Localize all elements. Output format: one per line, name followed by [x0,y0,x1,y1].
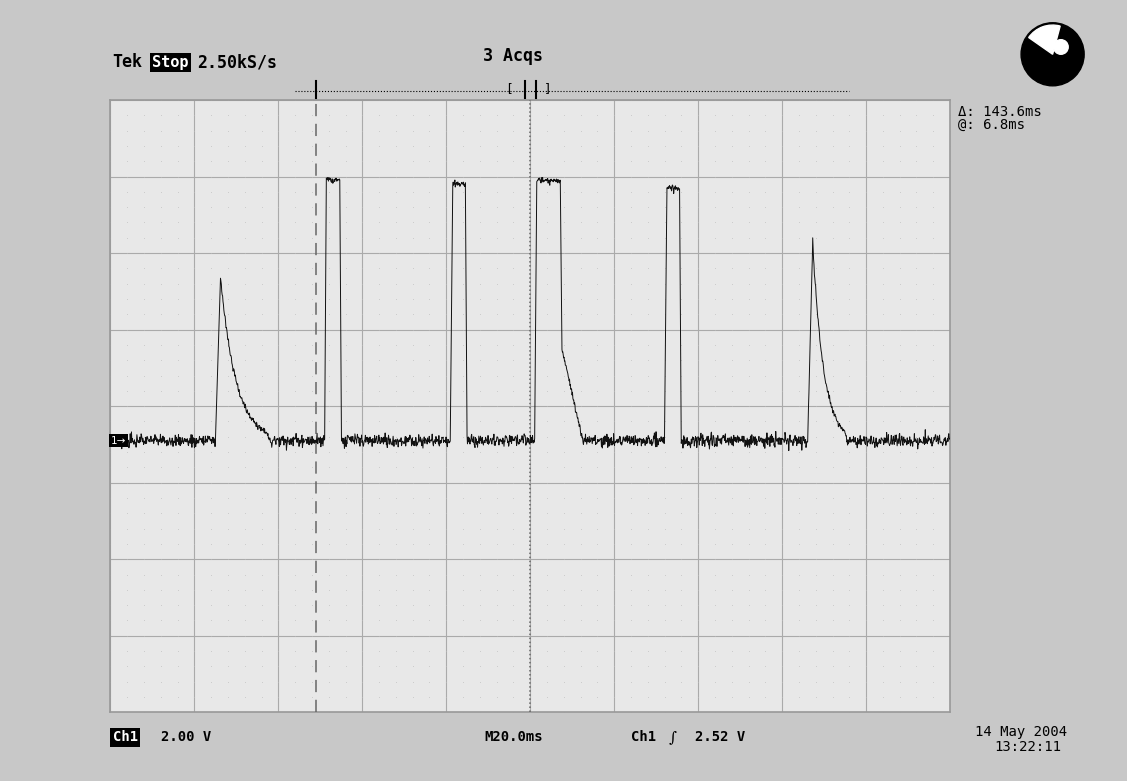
Text: 3 Acqs: 3 Acqs [482,47,543,66]
Text: M20.0ms: M20.0ms [485,730,543,744]
Text: 14 May 2004: 14 May 2004 [975,725,1067,739]
Text: Δ: 143.6ms: Δ: 143.6ms [958,105,1041,119]
Wedge shape [1029,25,1061,55]
Text: 2.00 V: 2.00 V [161,730,212,744]
Text: 1→: 1→ [110,436,126,446]
Text: ∫: ∫ [668,730,676,744]
Text: 13:22:11: 13:22:11 [994,740,1061,754]
Text: Stop: Stop [152,55,188,70]
Text: Tek: Tek [113,53,143,72]
Text: 2.52 V: 2.52 V [695,730,746,744]
Text: @: 6.8ms: @: 6.8ms [958,118,1024,132]
Circle shape [1054,40,1068,55]
Text: Ch1: Ch1 [113,730,137,744]
Text: 2.50kS/s: 2.50kS/s [197,53,277,72]
Text: Ch1: Ch1 [631,730,656,744]
Circle shape [1021,23,1084,86]
Text: [: [ [505,82,513,95]
Text: ]: ] [544,82,551,95]
